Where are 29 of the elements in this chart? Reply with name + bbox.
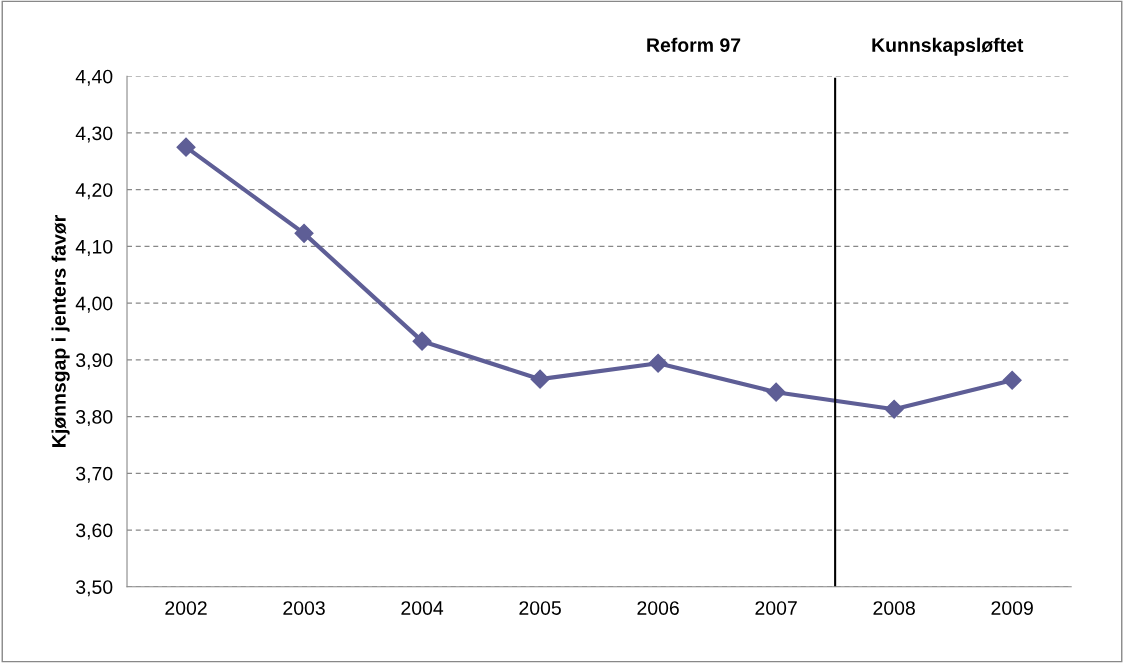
point xyxy=(884,399,904,419)
x-tick-label: 2006 xyxy=(637,601,679,615)
point xyxy=(294,223,314,243)
y-tick-label: 4,10 xyxy=(75,239,113,256)
y-tick-label: 3,80 xyxy=(76,410,113,427)
y-tick-label: 4,20 xyxy=(75,183,113,200)
y-tick-label: 3,50 xyxy=(76,580,113,597)
x-tick-label: 2007 xyxy=(755,601,797,615)
y-tick-label: 4,30 xyxy=(75,126,113,143)
y-tick-label: 3,60 xyxy=(76,523,113,540)
point xyxy=(648,353,668,373)
x-tick-label: 2009 xyxy=(991,601,1033,615)
y-tick-label: 4,00 xyxy=(75,296,113,313)
x-tick-label: 2004 xyxy=(401,601,444,615)
point xyxy=(530,369,550,389)
x-tick-label: 2003 xyxy=(283,601,325,615)
y-tick-label: 4,40 xyxy=(75,69,113,86)
point xyxy=(1002,370,1022,390)
x-tick-label: 2008 xyxy=(873,601,915,615)
point xyxy=(766,382,786,402)
text: Reform 97 xyxy=(647,37,741,52)
y-tick-label: 3,90 xyxy=(76,353,113,370)
x-tick-label: 2005 xyxy=(519,601,561,615)
x-tick-label: 2002 xyxy=(165,601,207,615)
point xyxy=(176,137,196,157)
text: Kunnskapsløftet xyxy=(872,37,1024,56)
point xyxy=(412,331,432,351)
y-tick-label: 3,70 xyxy=(76,466,113,483)
y-axis-title: Kjønnsgap i jenters favør xyxy=(51,215,70,447)
